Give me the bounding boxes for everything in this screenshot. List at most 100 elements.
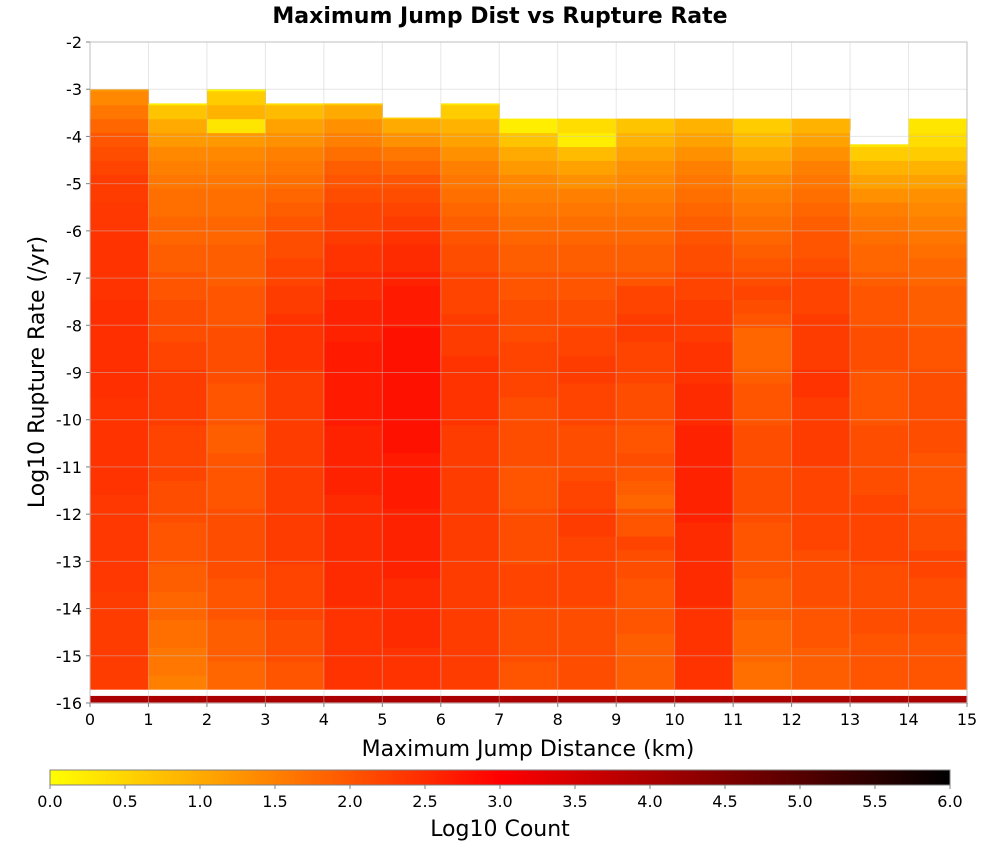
heatmap-cell — [382, 695, 442, 704]
y-tick-label: -6 — [66, 222, 82, 241]
heatmap-cell — [265, 299, 325, 315]
heatmap-cell — [148, 118, 208, 134]
heatmap-cell — [265, 188, 325, 203]
heatmap-cell — [674, 410, 734, 426]
heatmap-cell — [733, 661, 793, 676]
heatmap-cell — [206, 508, 266, 523]
heatmap-cell — [90, 522, 150, 537]
heatmap-cell — [440, 480, 500, 495]
heatmap-cell — [90, 104, 150, 120]
heatmap-cell — [265, 396, 325, 412]
heatmap-cell — [323, 271, 383, 287]
heatmap-cell — [733, 605, 793, 621]
heatmap-cell — [499, 522, 559, 537]
heatmap-cell — [674, 216, 734, 231]
heatmap-cell — [206, 299, 266, 315]
colorbar-tick-label: 2.5 — [412, 792, 437, 811]
heatmap-cell — [206, 480, 266, 495]
heatmap-cell — [908, 605, 968, 621]
heatmap-cell — [148, 341, 208, 356]
heatmap-cell — [674, 549, 734, 565]
heatmap-cell — [557, 341, 617, 356]
heatmap-cell — [674, 424, 734, 440]
heatmap-cell — [440, 285, 500, 301]
heatmap-cell — [733, 382, 793, 398]
heatmap-cell — [499, 480, 559, 495]
heatmap-cell — [148, 591, 208, 607]
x-tick-label: 2 — [202, 710, 212, 729]
heatmap-cell — [557, 438, 617, 454]
heatmap-cell — [440, 675, 500, 690]
heatmap-cell — [148, 452, 208, 468]
heatmap-cell — [206, 257, 266, 273]
heatmap-cell — [206, 536, 266, 551]
heatmap-cell — [557, 494, 617, 509]
heatmap-cell — [850, 410, 910, 426]
heatmap-cell — [206, 382, 266, 398]
heatmap-cell — [206, 327, 266, 342]
heatmap-cell — [265, 577, 325, 593]
heatmap-cell — [499, 605, 559, 621]
x-tick-label: 6 — [436, 710, 446, 729]
heatmap-cell — [440, 466, 500, 481]
heatmap-cell — [148, 299, 208, 315]
heatmap-cell — [440, 605, 500, 621]
heatmap-cell — [791, 355, 851, 370]
heatmap-cell — [90, 146, 150, 161]
heatmap-cell — [616, 536, 676, 551]
heatmap-cell — [557, 160, 617, 175]
heatmap-cell — [557, 695, 617, 704]
heatmap-cell — [265, 103, 325, 106]
heatmap-cell — [265, 466, 325, 481]
heatmap-cell — [148, 675, 208, 690]
heatmap-cell — [616, 229, 676, 245]
heatmap-cell — [323, 118, 383, 134]
heatmap-cell — [674, 271, 734, 287]
heatmap-cell — [674, 396, 734, 412]
heatmap-cell — [323, 619, 383, 635]
heatmap-cell — [90, 369, 150, 384]
heatmap-cell — [616, 174, 676, 189]
heatmap-cell — [90, 452, 150, 468]
heatmap-cell — [733, 452, 793, 468]
heatmap-cell — [206, 104, 266, 120]
y-tick-label: -2 — [66, 33, 82, 52]
heatmap-cell — [850, 188, 910, 203]
heatmap-cell — [791, 257, 851, 273]
heatmap-cell — [557, 174, 617, 189]
y-tick-label: -9 — [66, 364, 82, 383]
heatmap-cell — [557, 563, 617, 579]
heatmap-cell — [90, 494, 150, 509]
heatmap-cell — [733, 132, 793, 148]
heatmap-cell — [323, 633, 383, 648]
heatmap-cell — [499, 466, 559, 481]
heatmap-cell — [850, 549, 910, 565]
y-tick-label: -12 — [56, 505, 82, 524]
heatmap-cell — [908, 695, 968, 704]
heatmap-cell — [733, 591, 793, 607]
heatmap-cell — [733, 466, 793, 481]
heatmap-cell — [148, 695, 208, 704]
heatmap-cell — [90, 695, 150, 704]
heatmap-cell — [908, 285, 968, 301]
heatmap-cell — [90, 89, 150, 92]
heatmap-cell — [382, 299, 442, 315]
heatmap-cell — [733, 341, 793, 356]
heatmap-cell — [90, 188, 150, 203]
heatmap-cell — [90, 355, 150, 370]
heatmap-cell — [733, 410, 793, 426]
heatmap-cell — [733, 675, 793, 690]
heatmap-cell — [674, 466, 734, 481]
heatmap-cell — [499, 494, 559, 509]
heatmap-cell — [265, 174, 325, 189]
heatmap-cell — [90, 285, 150, 301]
heatmap-cell — [499, 202, 559, 217]
colorbar-tick-label: 1.0 — [187, 792, 212, 811]
heatmap-cell — [557, 132, 617, 148]
heatmap-cell — [908, 438, 968, 454]
heatmap-cell — [265, 661, 325, 676]
heatmap-cell — [499, 160, 559, 175]
heatmap-cell — [90, 257, 150, 273]
heatmap-cell — [90, 563, 150, 579]
colorbar-ticks: 0.0 0.5 1.0 1.5 2.0 2.5 3.0 3.5 4.0 4.5 5.0 5.5 6.0 — [37, 785, 963, 811]
